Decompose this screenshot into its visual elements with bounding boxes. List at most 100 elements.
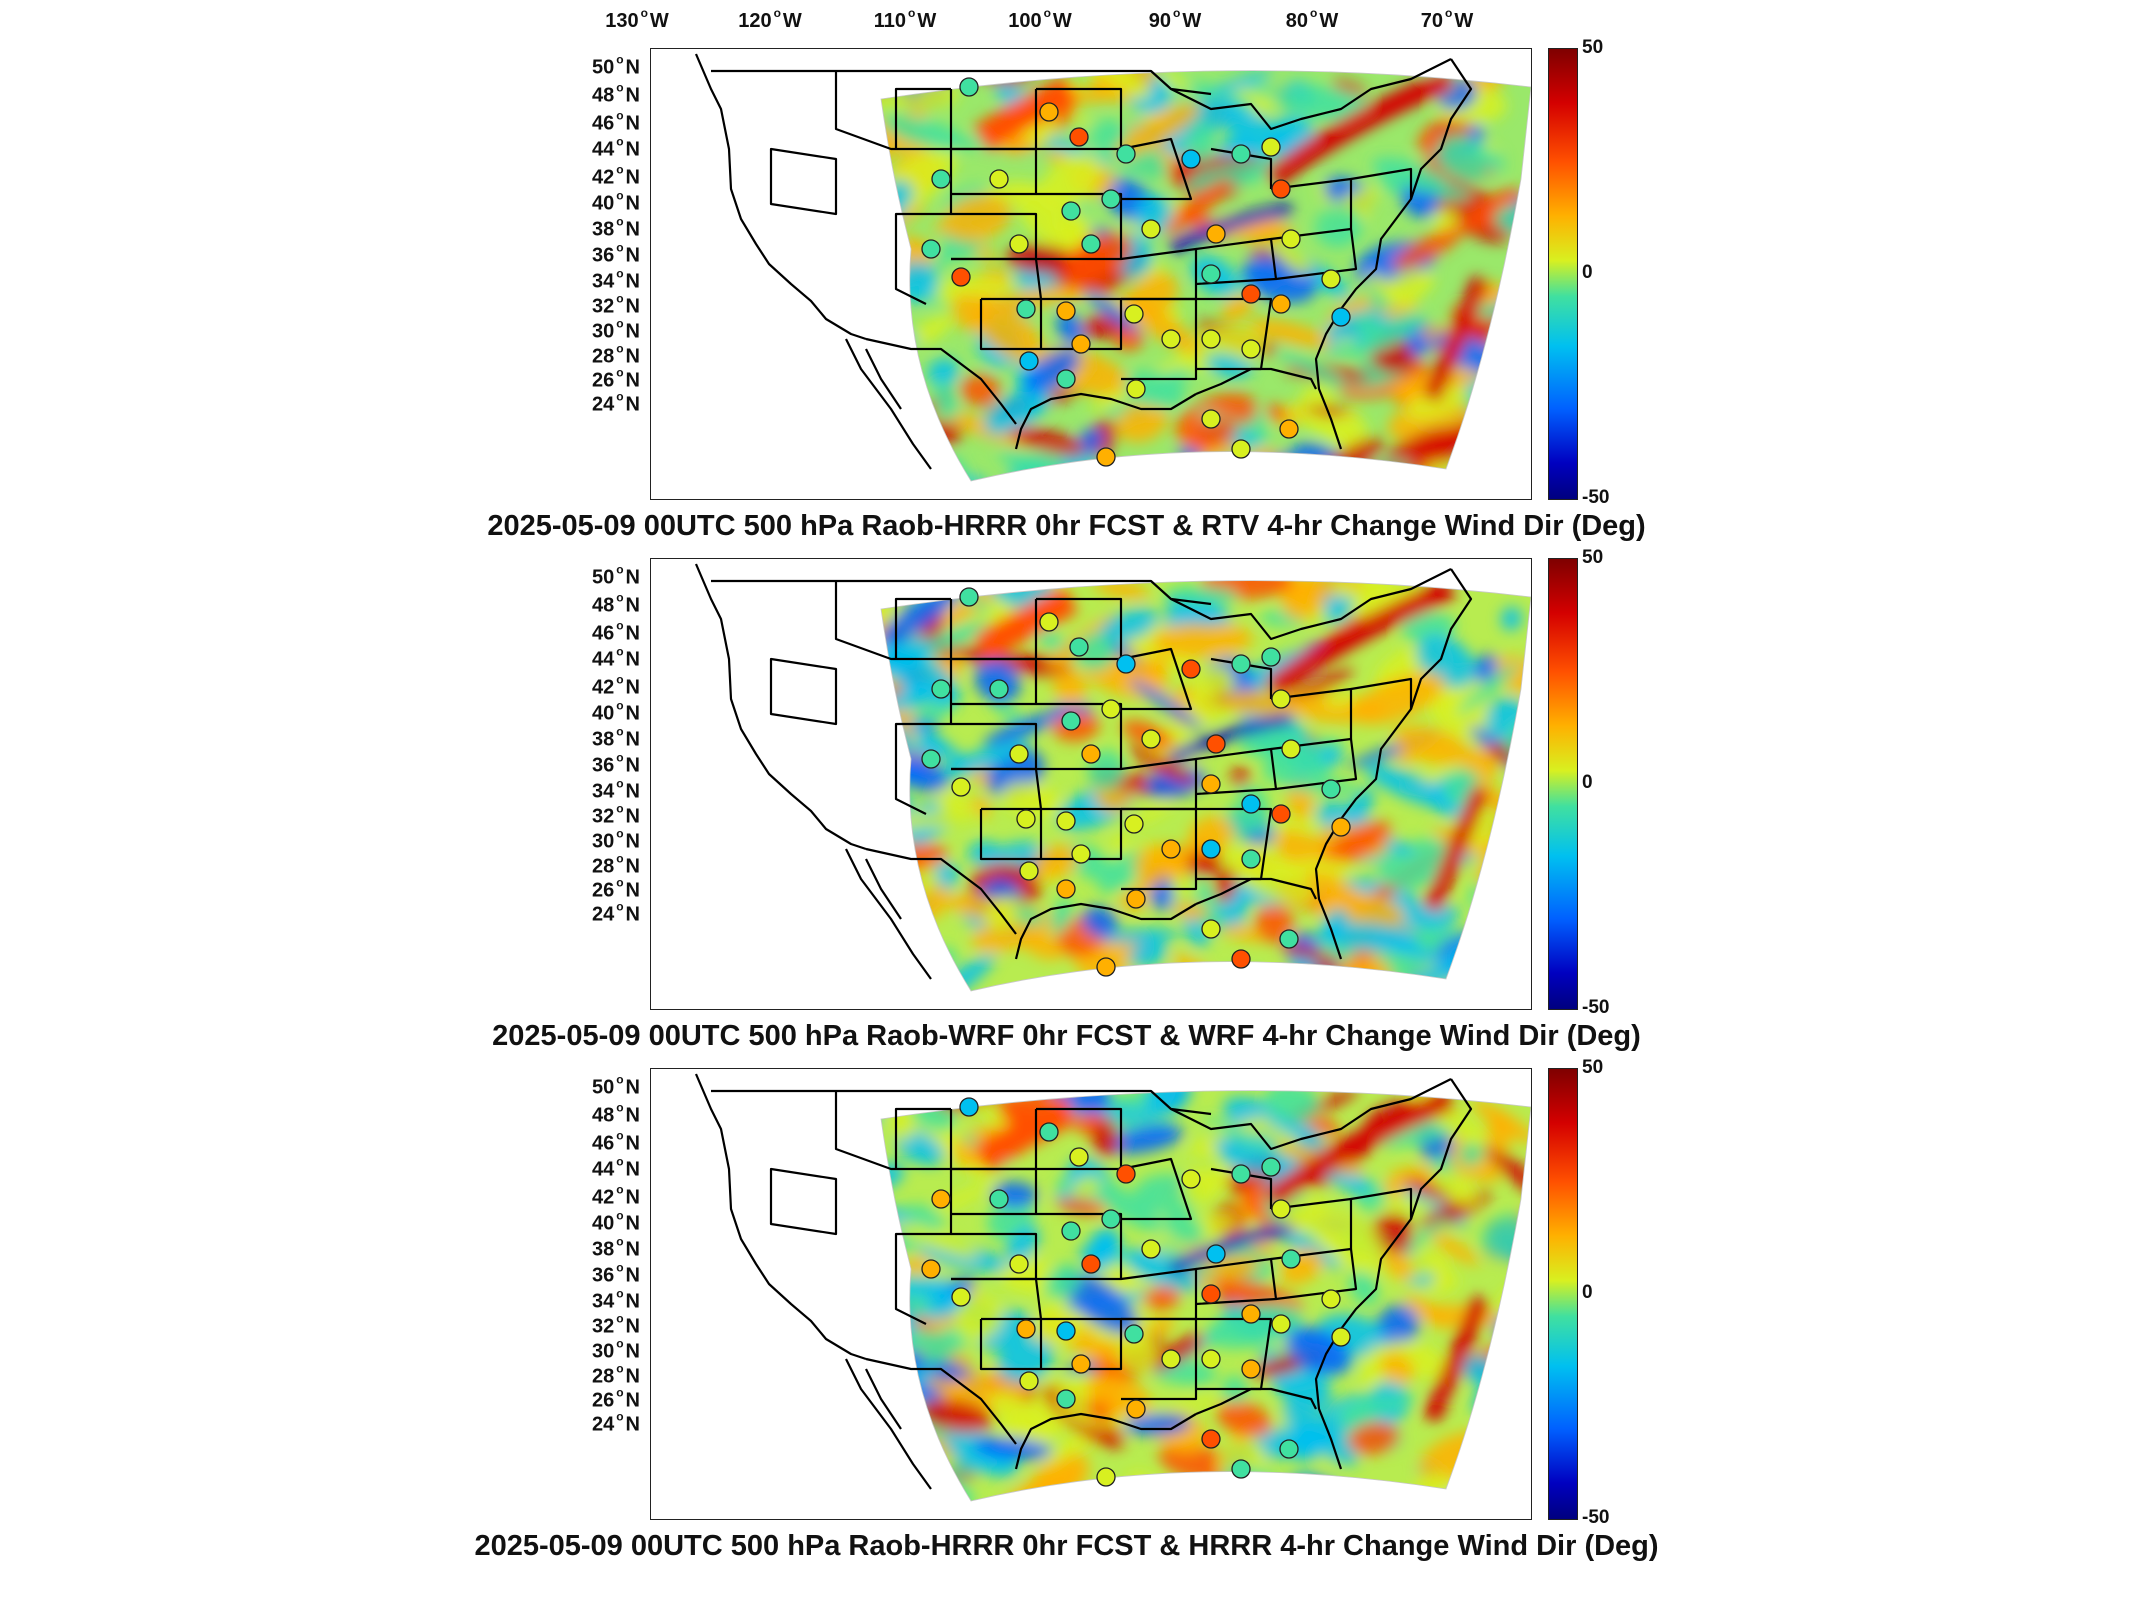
latitude-value: 32 [591, 805, 615, 828]
raob-station-marker [1071, 844, 1091, 864]
map-panel: 50 o N 48 o N 46 o N 44 o N 42 o N 40 o N 38 o N 36 o N 34 o N 32 o N… [0, 547, 2133, 1068]
raob-station-marker [1071, 1354, 1091, 1374]
raob-station-marker [1331, 817, 1351, 837]
map-frame [650, 558, 1532, 1010]
raob-station-marker [1061, 711, 1081, 731]
boundary-line [951, 147, 1038, 196]
raob-station-marker [1241, 794, 1261, 814]
latitude-value: 32 [591, 1315, 615, 1338]
raob-station-marker [1241, 1304, 1261, 1324]
boundary-line [711, 579, 1212, 606]
raob-station-marker [1061, 1221, 1081, 1241]
raob-station-marker [1039, 1122, 1059, 1142]
boundary-line [1196, 297, 1273, 371]
raob-station-marker [951, 1287, 971, 1307]
latitude-dir: N [625, 648, 640, 671]
longitude-value: 110 [873, 10, 907, 32]
latitude-value: 34 [591, 270, 615, 293]
boundary-line [865, 847, 1017, 935]
boundary-line [1210, 1167, 1273, 1209]
longitude-value: 120 [738, 10, 772, 32]
raob-station-marker [1241, 339, 1261, 359]
latitude-label: 44 o N [591, 1154, 640, 1181]
raob-station-marker [1126, 1399, 1146, 1419]
latitude-dir: N [625, 780, 640, 803]
boundary-line [711, 1089, 1212, 1116]
colorbar [1548, 1068, 1578, 1520]
boundary-line [1350, 1187, 1413, 1219]
latitude-value: 30 [591, 830, 615, 853]
map-panel: 50 o N 48 o N 46 o N 44 o N 42 o N 40 o N 38 o N 36 o N 34 o N 32 o N… [0, 37, 2133, 558]
raob-station-marker [1009, 234, 1029, 254]
raob-station-marker [1281, 739, 1301, 759]
raob-station-marker [1126, 889, 1146, 909]
latitude-dir: N [625, 728, 640, 751]
latitude-label: 28 o N [591, 851, 640, 878]
latitude-dir: N [625, 1076, 640, 1099]
latitude-label: 36 o N [591, 1260, 640, 1287]
latitude-value: 26 [591, 879, 615, 902]
latitude-dir: N [625, 594, 640, 617]
raob-station-marker [1231, 949, 1251, 969]
latitude-dir: N [625, 1212, 640, 1235]
longitude-value: 130 [605, 10, 639, 32]
latitude-dir: N [625, 879, 640, 902]
boundary-line [834, 71, 953, 305]
latitude-dir: N [625, 138, 640, 161]
raob-station-marker [1201, 919, 1221, 939]
longitude-label: 130 o W [605, 6, 669, 32]
raob-station-marker [1161, 1349, 1181, 1369]
raob-station-marker [1241, 284, 1261, 304]
latitude-label: 30 o N [591, 1336, 640, 1363]
longitude-dir: W [1052, 10, 1072, 32]
latitude-dir: N [625, 1158, 640, 1181]
latitude-label: 50 o N [591, 1072, 640, 1099]
raob-station-marker [1241, 1359, 1261, 1379]
raob-station-marker [1331, 307, 1351, 327]
raob-station-marker [1281, 1249, 1301, 1269]
boundary-line [1196, 1317, 1273, 1391]
latitude-value: 48 [591, 1104, 615, 1127]
raob-station-marker [1101, 1209, 1121, 1229]
latitude-label: 44 o N [591, 134, 640, 161]
boundary-line [1036, 1107, 1123, 1171]
longitude-label: 80 o W [1285, 6, 1339, 32]
boundary-line [865, 858, 902, 920]
raob-station-marker [1261, 1157, 1281, 1177]
latitude-dir: N [625, 855, 640, 878]
latitude-dir: N [625, 1389, 640, 1412]
raob-station-marker [1056, 811, 1076, 831]
map-canvas [694, 53, 1531, 482]
colorbar-mid-label: 0 [1582, 1282, 1593, 1303]
boundary-line [1120, 1157, 1193, 1221]
boundary-line [1270, 1247, 1358, 1301]
latitude-value: 44 [591, 1158, 615, 1181]
latitude-label: 34 o N [591, 266, 640, 293]
raob-station-marker [1321, 269, 1341, 289]
shaded-field [881, 1090, 1531, 1501]
latitude-label: 28 o N [591, 1361, 640, 1388]
boundary-line [865, 1368, 902, 1430]
longitude-label: 120 o W [738, 6, 802, 32]
boundary-line [1036, 702, 1123, 771]
raob-station-marker [959, 77, 979, 97]
raob-station-marker [1056, 369, 1076, 389]
longitude-dir: W [649, 10, 669, 32]
latitude-value: 24 [591, 1413, 615, 1436]
raob-station-marker [1271, 1314, 1291, 1334]
latitude-value: 28 [591, 855, 615, 878]
latitude-value: 30 [591, 320, 615, 343]
latitude-label: 34 o N [591, 1286, 640, 1313]
latitude-label: 46 o N [591, 1128, 640, 1155]
colorbar-mid-label: 0 [1582, 262, 1593, 283]
raob-station-marker [1141, 729, 1161, 749]
boundary-line [845, 1358, 932, 1490]
raob-station-marker [1161, 839, 1181, 859]
boundary-line [1121, 297, 1198, 381]
boundary-line [979, 809, 1043, 861]
latitude-dir: N [625, 320, 640, 343]
latitude-value: 34 [591, 780, 615, 803]
map-frame [650, 48, 1532, 500]
raob-station-marker [1231, 144, 1251, 164]
boundary-line [694, 53, 867, 341]
